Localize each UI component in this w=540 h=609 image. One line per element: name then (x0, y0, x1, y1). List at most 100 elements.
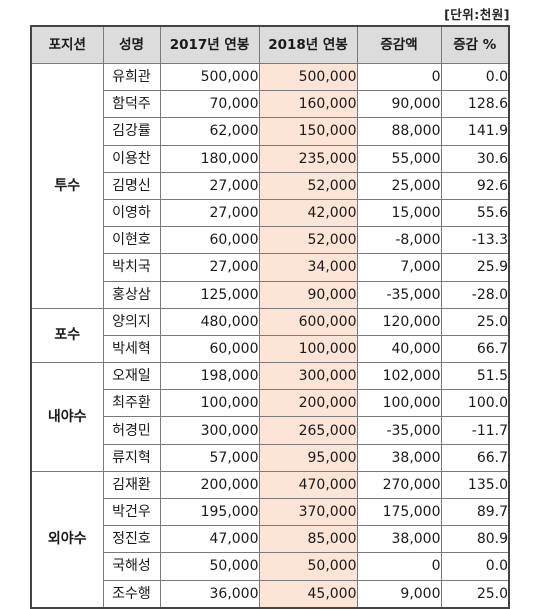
player-name-cell: 홍상삼 (102, 280, 161, 309)
player-name-cell: 허경민 (102, 416, 161, 445)
change-percent-cell: 100.0 (440, 389, 510, 418)
position-cell: 투수 (30, 63, 104, 309)
table-row: 이영하 27,000 42,000 15,000 55.6 (31, 198, 510, 228)
change-amount-cell: 55,000 (356, 144, 442, 173)
change-percent-cell: 135.0 (440, 470, 510, 500)
table-row: 함덕주 70,000 160,000 90,000 128.6 (31, 90, 510, 119)
header-row: 포지션 성명 2017년 연봉 2018년 연봉 증감액 증감 % (30, 25, 510, 64)
salary-2018-cell: 90,000 (258, 280, 358, 309)
player-name-cell: 박건우 (102, 497, 161, 527)
salary-2018-cell: 300,000 (258, 362, 358, 391)
salary-2017-cell: 195,000 (159, 497, 260, 527)
table-row: 포수 양의지 480,000 600,000 120,000 25.0 (30, 307, 510, 364)
salary-2017-cell: 62,000 (159, 117, 260, 146)
change-percent-cell: 55.6 (440, 198, 510, 228)
header-position: 포지션 (30, 25, 104, 64)
table-row: 이현호 60,000 52,000 -8,000 -13.3 (31, 226, 510, 255)
salary-2018-cell: 160,000 (258, 90, 358, 119)
player-name-cell: 김재환 (102, 470, 161, 500)
table-row: 김강률 62,000 150,000 88,000 141.9 (31, 117, 510, 146)
change-percent-cell: 128.6 (440, 90, 510, 119)
salary-2017-cell: 47,000 (159, 525, 260, 554)
change-amount-cell: 38,000 (356, 443, 442, 472)
change-amount-cell: 175,000 (356, 497, 442, 527)
salary-2017-cell: 200,000 (159, 470, 260, 500)
change-amount-cell: 0 (356, 552, 442, 581)
change-percent-cell: 141.9 (440, 117, 510, 146)
salary-2017-cell: 198,000 (159, 362, 260, 391)
change-amount-cell: 7,000 (356, 253, 442, 282)
table-row: 박치국 27,000 34,000 7,000 25.9 (31, 253, 510, 282)
salary-2017-cell: 480,000 (159, 307, 260, 336)
position-cell: 포수 (30, 307, 104, 364)
change-amount-cell: 0 (356, 62, 442, 92)
change-amount-cell: 90,000 (356, 90, 442, 119)
table-row: 투수 유희관 500,000 500,000 0 0.0 (30, 62, 510, 309)
header-change-percent: 증감 % (440, 25, 510, 64)
salary-2017-cell: 36,000 (159, 579, 260, 609)
table-row: 최주환 100,000 200,000 100,000 100.0 (31, 389, 510, 418)
change-percent-cell: 66.7 (440, 334, 510, 364)
salary-2018-cell: 50,000 (258, 552, 358, 581)
change-percent-cell: 25.0 (440, 579, 510, 609)
table-row: 홍상삼 125,000 90,000 -35,000 -28.0 (31, 280, 510, 309)
salary-2018-cell: 600,000 (258, 307, 358, 336)
salary-2017-cell: 27,000 (159, 253, 260, 282)
salary-2017-cell: 125,000 (159, 280, 260, 309)
table-row: 허경민 300,000 265,000 -35,000 -11.7 (31, 416, 510, 445)
change-percent-cell: -28.0 (440, 280, 510, 309)
player-name-cell: 국해성 (102, 552, 161, 581)
change-percent-cell: 80.9 (440, 525, 510, 554)
change-amount-cell: 120,000 (356, 307, 442, 336)
player-name-cell: 박치국 (102, 253, 161, 282)
salary-2018-cell: 470,000 (258, 470, 358, 500)
salary-2017-cell: 57,000 (159, 443, 260, 472)
salary-2017-cell: 100,000 (159, 389, 260, 418)
player-name-cell: 이영하 (102, 198, 161, 228)
header-salary-2017: 2017년 연봉 (159, 25, 260, 64)
change-percent-cell: 30.6 (440, 144, 510, 173)
table-row: 정진호 47,000 85,000 38,000 80.9 (31, 525, 510, 554)
header-change-amount: 증감액 (356, 25, 442, 64)
table-row: 외야수 김재환 200,000 470,000 270,000 135.0 (30, 470, 510, 609)
player-name-cell: 김명신 (102, 171, 161, 200)
change-percent-cell: -13.3 (440, 226, 510, 255)
salary-2017-cell: 50,000 (159, 552, 260, 581)
player-name-cell: 박세혁 (102, 334, 161, 364)
player-name-cell: 양의지 (102, 307, 161, 336)
player-name-cell: 최주환 (102, 389, 161, 418)
salary-2018-cell: 52,000 (258, 171, 358, 200)
change-amount-cell: 9,000 (356, 579, 442, 609)
change-amount-cell: 38,000 (356, 525, 442, 554)
salary-2017-cell: 27,000 (159, 198, 260, 228)
change-percent-cell: 51.5 (440, 362, 510, 391)
salary-2018-cell: 52,000 (258, 226, 358, 255)
player-name-cell: 류지혁 (102, 443, 161, 472)
table-row: 이용찬 180,000 235,000 55,000 30.6 (31, 144, 510, 173)
change-percent-cell: 89.7 (440, 497, 510, 527)
change-amount-cell: -8,000 (356, 226, 442, 255)
salary-2018-cell: 34,000 (258, 253, 358, 282)
table-row: 박세혁 60,000 100,000 40,000 66.7 (31, 334, 510, 364)
salary-2018-cell: 45,000 (258, 579, 358, 609)
table-row: 내야수 오재일 198,000 300,000 102,000 51.5 (30, 362, 510, 472)
change-amount-cell: 88,000 (356, 117, 442, 146)
change-amount-cell: 40,000 (356, 334, 442, 364)
change-amount-cell: 15,000 (356, 198, 442, 228)
table-row: 조수행 36,000 45,000 9,000 25.0 (31, 579, 510, 609)
salary-2018-cell: 200,000 (258, 389, 358, 418)
player-name-cell: 이현호 (102, 226, 161, 255)
player-name-cell: 이용찬 (102, 144, 161, 173)
salary-2018-cell: 100,000 (258, 334, 358, 364)
salary-2018-cell: 235,000 (258, 144, 358, 173)
player-name-cell: 김강률 (102, 117, 161, 146)
salary-2017-cell: 300,000 (159, 416, 260, 445)
salary-2018-cell: 85,000 (258, 525, 358, 554)
player-name-cell: 오재일 (102, 362, 161, 391)
player-name-cell: 함덕주 (102, 90, 161, 119)
change-amount-cell: -35,000 (356, 416, 442, 445)
change-amount-cell: -35,000 (356, 280, 442, 309)
salary-2018-cell: 150,000 (258, 117, 358, 146)
change-amount-cell: 270,000 (356, 470, 442, 500)
player-name-cell: 조수행 (102, 579, 161, 609)
